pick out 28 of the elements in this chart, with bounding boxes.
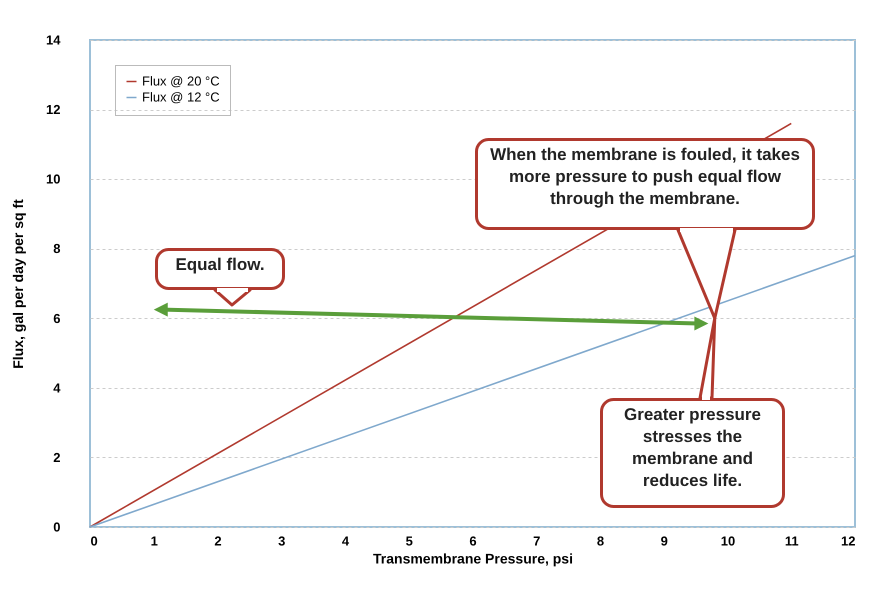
x-tick-label: 8 [596, 534, 604, 548]
y-tick-label: 10 [46, 172, 60, 187]
annotation: Greater pressure stresses the membrane and reduces life. [600, 398, 785, 508]
x-tick-label: 11 [784, 534, 799, 548]
y-axis-title: Flux, gal per day per sq ft [10, 198, 26, 369]
y-tick-label: 8 [53, 241, 60, 256]
x-axis-title: Transmembrane Pressure, psi [373, 550, 573, 566]
x-tick-label: 6 [469, 534, 477, 548]
x-tick-label: 12 [841, 534, 856, 548]
x-tick-label: 5 [406, 534, 413, 548]
x-tick-label: 4 [342, 534, 350, 548]
y-tick-label: 12 [46, 102, 60, 118]
y-tick-label: 14 [46, 32, 62, 48]
y-tick-label: 0 [53, 520, 60, 534]
y-tick-label: 4 [53, 380, 62, 396]
x-tick-label: 0 [90, 534, 98, 548]
x-tick-label: 3 [278, 534, 286, 548]
y-tick-label: 6 [53, 310, 60, 326]
x-tick-label: 10 [720, 534, 736, 548]
legend-label: Flux @ 12 °C [142, 90, 220, 104]
y-tick-label: 2 [53, 450, 60, 465]
x-tick-label: 7 [533, 534, 540, 548]
x-tick-label: 1 [150, 534, 158, 548]
annotation: When the membrane is fouled, it takes more pressure to push equal flow through the membrane. [475, 138, 815, 230]
legend-label: Flux @ 20 °C [142, 74, 220, 88]
x-tick-label: 9 [660, 534, 668, 548]
annotation: Equal flow. [155, 248, 285, 290]
x-tick-label: 2 [214, 534, 222, 548]
